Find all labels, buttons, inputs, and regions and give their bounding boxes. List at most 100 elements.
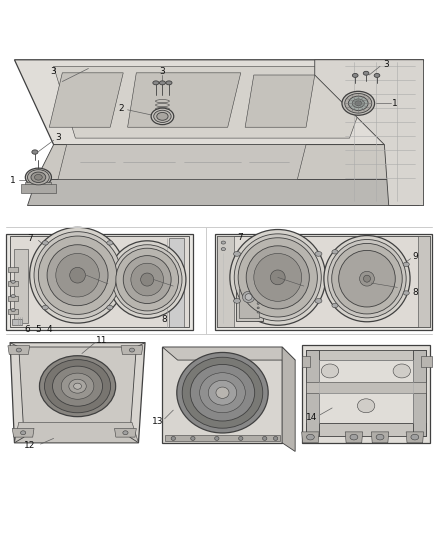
Ellipse shape [403, 291, 409, 295]
Ellipse shape [332, 303, 338, 308]
Text: 14: 14 [307, 414, 318, 423]
Ellipse shape [355, 101, 361, 106]
Text: 3: 3 [383, 60, 389, 69]
Ellipse shape [307, 434, 314, 440]
Ellipse shape [233, 252, 240, 256]
Text: 11: 11 [96, 336, 107, 345]
Ellipse shape [315, 252, 322, 256]
Ellipse shape [35, 174, 42, 180]
Ellipse shape [34, 232, 121, 319]
Ellipse shape [243, 292, 254, 303]
Polygon shape [215, 234, 432, 329]
Ellipse shape [191, 437, 195, 440]
Ellipse shape [182, 357, 263, 428]
Ellipse shape [70, 268, 85, 283]
Polygon shape [10, 236, 188, 327]
Polygon shape [162, 347, 282, 443]
Polygon shape [302, 345, 430, 443]
Ellipse shape [151, 108, 174, 125]
Text: 7: 7 [27, 233, 32, 243]
Ellipse shape [129, 348, 134, 352]
Polygon shape [10, 343, 145, 443]
Polygon shape [406, 432, 424, 443]
Ellipse shape [360, 271, 374, 286]
Ellipse shape [56, 254, 99, 297]
Ellipse shape [116, 248, 179, 311]
Ellipse shape [342, 91, 374, 115]
Polygon shape [239, 289, 259, 318]
Polygon shape [8, 266, 18, 272]
Ellipse shape [53, 366, 102, 406]
Ellipse shape [177, 352, 268, 433]
Ellipse shape [159, 81, 166, 85]
Ellipse shape [332, 249, 338, 254]
Ellipse shape [350, 434, 358, 440]
Ellipse shape [28, 169, 49, 185]
Ellipse shape [200, 373, 245, 413]
Polygon shape [121, 346, 143, 354]
Ellipse shape [113, 245, 182, 314]
Text: 7: 7 [237, 233, 243, 243]
Ellipse shape [328, 239, 406, 318]
Ellipse shape [239, 437, 243, 440]
Polygon shape [245, 75, 315, 127]
Polygon shape [162, 347, 295, 360]
Ellipse shape [32, 150, 38, 154]
Ellipse shape [42, 241, 48, 245]
Ellipse shape [321, 364, 339, 378]
Polygon shape [53, 66, 376, 138]
Text: 9: 9 [413, 252, 419, 261]
Ellipse shape [16, 348, 21, 352]
Polygon shape [418, 236, 430, 327]
Ellipse shape [39, 356, 116, 417]
Polygon shape [14, 422, 138, 443]
Ellipse shape [364, 275, 371, 282]
Text: 12: 12 [24, 441, 35, 450]
Polygon shape [282, 347, 295, 451]
Polygon shape [315, 60, 424, 206]
Polygon shape [14, 249, 28, 323]
Ellipse shape [11, 295, 15, 297]
Ellipse shape [42, 305, 48, 310]
Text: 4: 4 [46, 325, 52, 334]
Ellipse shape [221, 241, 226, 244]
Text: 1: 1 [392, 99, 398, 108]
Text: 3: 3 [159, 67, 165, 76]
Polygon shape [127, 73, 241, 127]
Polygon shape [58, 144, 306, 180]
Polygon shape [217, 236, 234, 327]
Polygon shape [28, 180, 419, 206]
Polygon shape [302, 432, 319, 443]
Ellipse shape [21, 431, 26, 435]
Text: 3: 3 [51, 67, 57, 76]
Polygon shape [6, 234, 193, 329]
Ellipse shape [31, 172, 46, 182]
Ellipse shape [215, 437, 219, 440]
Ellipse shape [374, 74, 380, 77]
Polygon shape [21, 184, 56, 192]
Ellipse shape [262, 437, 267, 440]
Ellipse shape [257, 311, 259, 313]
Ellipse shape [246, 246, 309, 309]
Ellipse shape [349, 96, 368, 110]
Ellipse shape [11, 280, 15, 283]
Polygon shape [12, 319, 22, 325]
Text: 6: 6 [25, 325, 30, 334]
Ellipse shape [131, 263, 163, 296]
Ellipse shape [245, 294, 252, 300]
Ellipse shape [69, 379, 86, 393]
Text: 3: 3 [55, 133, 61, 142]
Ellipse shape [345, 93, 372, 113]
Ellipse shape [221, 247, 226, 251]
Ellipse shape [315, 298, 322, 303]
Ellipse shape [109, 241, 186, 318]
Polygon shape [12, 429, 34, 437]
Polygon shape [371, 432, 389, 443]
Polygon shape [49, 73, 123, 127]
Polygon shape [306, 382, 426, 393]
Ellipse shape [363, 71, 369, 75]
Polygon shape [345, 432, 363, 443]
Text: 13: 13 [152, 417, 164, 426]
Ellipse shape [107, 305, 113, 310]
Ellipse shape [11, 309, 15, 312]
